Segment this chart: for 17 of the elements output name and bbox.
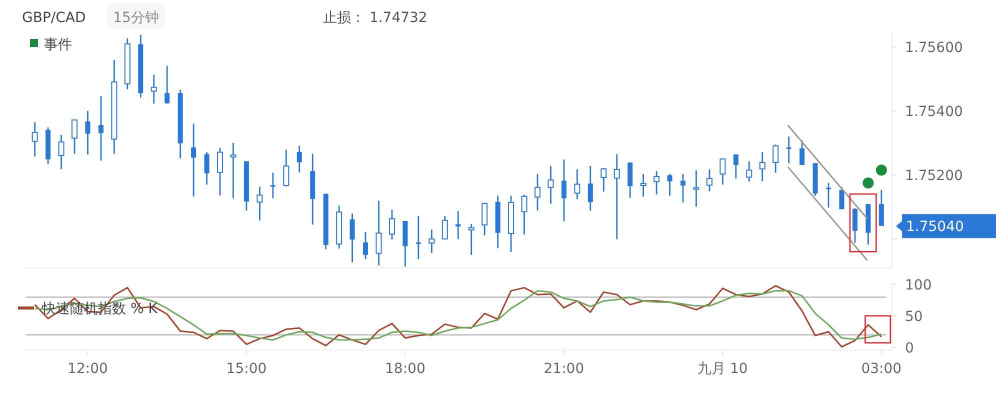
y-tick-label: 50 xyxy=(905,309,923,325)
x-tick-label: 12:00 xyxy=(68,361,108,377)
y-tick-label: 0 xyxy=(905,340,914,356)
x-tick-label: 03:00 xyxy=(861,361,902,377)
legend-label: 事件 xyxy=(44,37,72,53)
chart-subtitle: 15分钟 xyxy=(113,10,159,26)
x-tick-label: 18:00 xyxy=(385,361,426,377)
y-tick-label: 1.75400 xyxy=(905,104,963,120)
y-tick-label: 100 xyxy=(905,278,932,294)
chart-title: GBP/CAD xyxy=(22,10,86,26)
annotation: 1.75040 xyxy=(906,219,964,236)
y-tick-label: 1.75600 xyxy=(905,40,963,56)
x-tick-label: 九月 10 xyxy=(698,361,748,377)
text: 止损： 1.74732 xyxy=(323,10,428,26)
y-tick-label: 1.75200 xyxy=(905,168,963,184)
x-tick-label: 15:00 xyxy=(226,361,267,377)
x-tick-label: 21:00 xyxy=(544,361,584,377)
